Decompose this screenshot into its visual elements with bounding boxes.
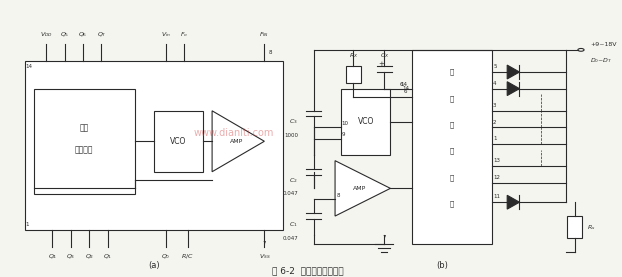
Text: $R_X$: $R_X$: [349, 51, 358, 60]
Text: $V_{SS}$: $V_{SS}$: [259, 252, 270, 261]
Polygon shape: [335, 161, 391, 216]
Text: $Q_7$: $Q_7$: [97, 30, 106, 39]
FancyBboxPatch shape: [346, 66, 361, 83]
FancyBboxPatch shape: [34, 89, 135, 194]
Text: 7: 7: [383, 235, 386, 240]
Text: $C_3$: $C_3$: [289, 117, 298, 126]
Text: 1: 1: [493, 136, 496, 141]
Text: 输: 输: [450, 174, 454, 181]
Text: $C_X$: $C_X$: [379, 51, 389, 60]
Text: 时: 时: [450, 121, 454, 128]
Text: +9~18V: +9~18V: [590, 42, 616, 47]
Text: 14: 14: [26, 64, 33, 69]
Text: VCO: VCO: [358, 117, 374, 126]
Text: 12: 12: [493, 175, 500, 180]
Polygon shape: [212, 111, 264, 172]
Text: 14: 14: [402, 86, 410, 91]
Text: 6: 6: [399, 82, 402, 87]
Text: 八路: 八路: [80, 123, 89, 132]
Text: $Q_5$: $Q_5$: [60, 30, 69, 39]
Text: $V_{DD}$: $V_{DD}$: [40, 30, 52, 39]
Text: 2: 2: [493, 120, 496, 125]
FancyBboxPatch shape: [154, 111, 203, 172]
Text: 路: 路: [450, 95, 454, 102]
Text: 5: 5: [493, 64, 496, 69]
Text: 序: 序: [450, 148, 454, 154]
FancyBboxPatch shape: [25, 61, 283, 230]
Text: 7: 7: [262, 241, 266, 246]
FancyBboxPatch shape: [412, 50, 492, 244]
Text: 9: 9: [341, 132, 345, 137]
Text: 0.047: 0.047: [282, 191, 298, 196]
Text: 11: 11: [493, 194, 500, 199]
Text: 3: 3: [493, 103, 496, 108]
Text: $F_o$: $F_o$: [180, 30, 188, 39]
Text: 4: 4: [493, 81, 496, 86]
Text: 图 6-2  八路输出闪光电路: 图 6-2 八路输出闪光电路: [272, 267, 343, 276]
Text: 8: 8: [269, 50, 272, 55]
Text: 10: 10: [341, 121, 348, 126]
FancyBboxPatch shape: [341, 89, 391, 155]
Text: 1000: 1000: [284, 133, 298, 138]
Text: $D_0$~$D_7$: $D_0$~$D_7$: [590, 57, 613, 65]
Text: $Q_3$: $Q_3$: [66, 252, 75, 261]
Text: $F_{IN}$: $F_{IN}$: [259, 30, 269, 39]
FancyBboxPatch shape: [567, 216, 582, 238]
Text: $Q_0$: $Q_0$: [161, 252, 170, 261]
Text: 八: 八: [450, 69, 454, 75]
Text: 13: 13: [493, 158, 500, 163]
Text: $Q_4$: $Q_4$: [47, 252, 57, 261]
Text: AMP: AMP: [353, 186, 366, 191]
Polygon shape: [507, 82, 519, 96]
Text: (a): (a): [148, 261, 159, 270]
Text: AMP: AMP: [230, 139, 243, 144]
Text: $V_{in}$: $V_{in}$: [161, 30, 171, 39]
Text: (b): (b): [437, 261, 448, 270]
Text: +: +: [378, 61, 384, 67]
Polygon shape: [507, 65, 519, 79]
Text: 出: 出: [450, 200, 454, 207]
Polygon shape: [507, 195, 519, 209]
Text: $Q_2$: $Q_2$: [85, 252, 94, 261]
Text: 1: 1: [26, 222, 29, 227]
Text: 0.047: 0.047: [282, 236, 298, 241]
Text: $C_2$: $C_2$: [289, 176, 298, 184]
Text: 时序输出: 时序输出: [75, 145, 93, 154]
Text: $Q_1$: $Q_1$: [103, 252, 112, 261]
Text: $R/C$: $R/C$: [181, 252, 194, 260]
Text: 6: 6: [404, 89, 407, 94]
Text: $Q_6$: $Q_6$: [78, 30, 88, 39]
Text: 8: 8: [337, 193, 340, 198]
Text: VCO: VCO: [170, 137, 187, 146]
Text: www.dianlti.com: www.dianlti.com: [193, 128, 274, 138]
Text: $C_1$: $C_1$: [289, 220, 298, 229]
Text: $R_s$: $R_s$: [587, 223, 596, 232]
Text: 14: 14: [400, 82, 407, 87]
